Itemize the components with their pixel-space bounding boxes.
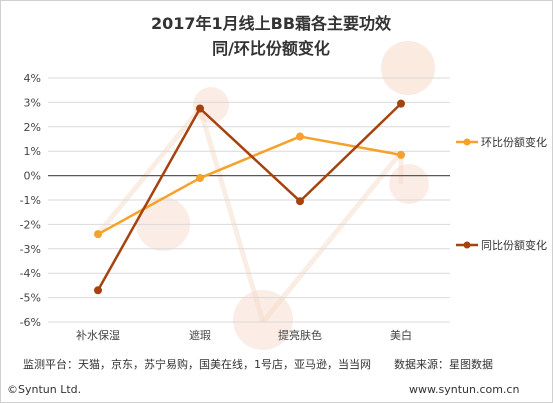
legend-label: 同比份额变化 — [481, 238, 547, 252]
watermark-circle — [381, 41, 435, 95]
watermark-circle — [389, 164, 429, 204]
data-point — [397, 150, 405, 159]
platforms-note: 监测平台：天猫，京东，苏宁易购，国美在线，1号店，亚马逊，当当网 — [23, 358, 371, 371]
grid-lines — [48, 77, 450, 323]
y-tick-label: -2% — [20, 218, 41, 231]
y-tick-label: -4% — [20, 267, 41, 280]
y-tick-label: 1% — [24, 145, 41, 158]
watermark-circle — [233, 290, 293, 350]
series-group — [94, 99, 405, 295]
watermark-stroke — [261, 150, 403, 324]
y-axis: 4% 3% 2% 1% 0% -1% -2% -3% -4% -5% -6% — [20, 72, 41, 329]
data-point — [296, 132, 304, 141]
series-line-1 — [97, 135, 402, 236]
copyright: ©Syntun Ltd. — [7, 383, 82, 396]
legend-swatch-marker — [463, 138, 471, 146]
watermark-graphic — [96, 41, 435, 350]
chart-title-line-2: 同/环比份额变化 — [212, 39, 330, 58]
data-point — [94, 286, 102, 295]
legend-swatch-marker — [463, 241, 471, 249]
data-point — [196, 174, 204, 183]
data-source: 数据来源：星图数据 — [394, 358, 493, 371]
website: www.syntun.com.cn — [409, 383, 520, 396]
chart-title-line-1: 2017年1月线上BB霜各主要功效 — [151, 14, 391, 33]
y-tick-label: 0% — [24, 170, 41, 183]
x-tick-label: 美白 — [390, 328, 412, 342]
watermark-circle — [193, 87, 229, 123]
data-point — [296, 197, 304, 206]
series-line-2 — [96, 102, 402, 291]
data-point — [397, 99, 405, 108]
y-tick-label: -6% — [20, 316, 41, 329]
y-tick-label: -5% — [20, 292, 41, 305]
y-tick-label: 2% — [24, 121, 41, 134]
x-tick-label: 遮瑕 — [189, 328, 211, 342]
watermark-stroke — [96, 106, 202, 236]
x-tick-label: 提亮肤色 — [278, 328, 322, 342]
y-tick-label: 3% — [24, 96, 41, 109]
x-axis: 补水保湿 遮瑕 提亮肤色 美白 — [76, 328, 412, 342]
legend-label: 环比份额变化 — [481, 135, 547, 149]
y-tick-label: -3% — [20, 243, 41, 256]
x-tick-label: 补水保湿 — [76, 328, 120, 342]
watermark-stroke — [197, 107, 266, 323]
y-tick-label: -1% — [20, 194, 41, 207]
y-tick-label: 4% — [24, 72, 41, 85]
data-point — [94, 230, 102, 239]
data-point — [196, 104, 204, 113]
